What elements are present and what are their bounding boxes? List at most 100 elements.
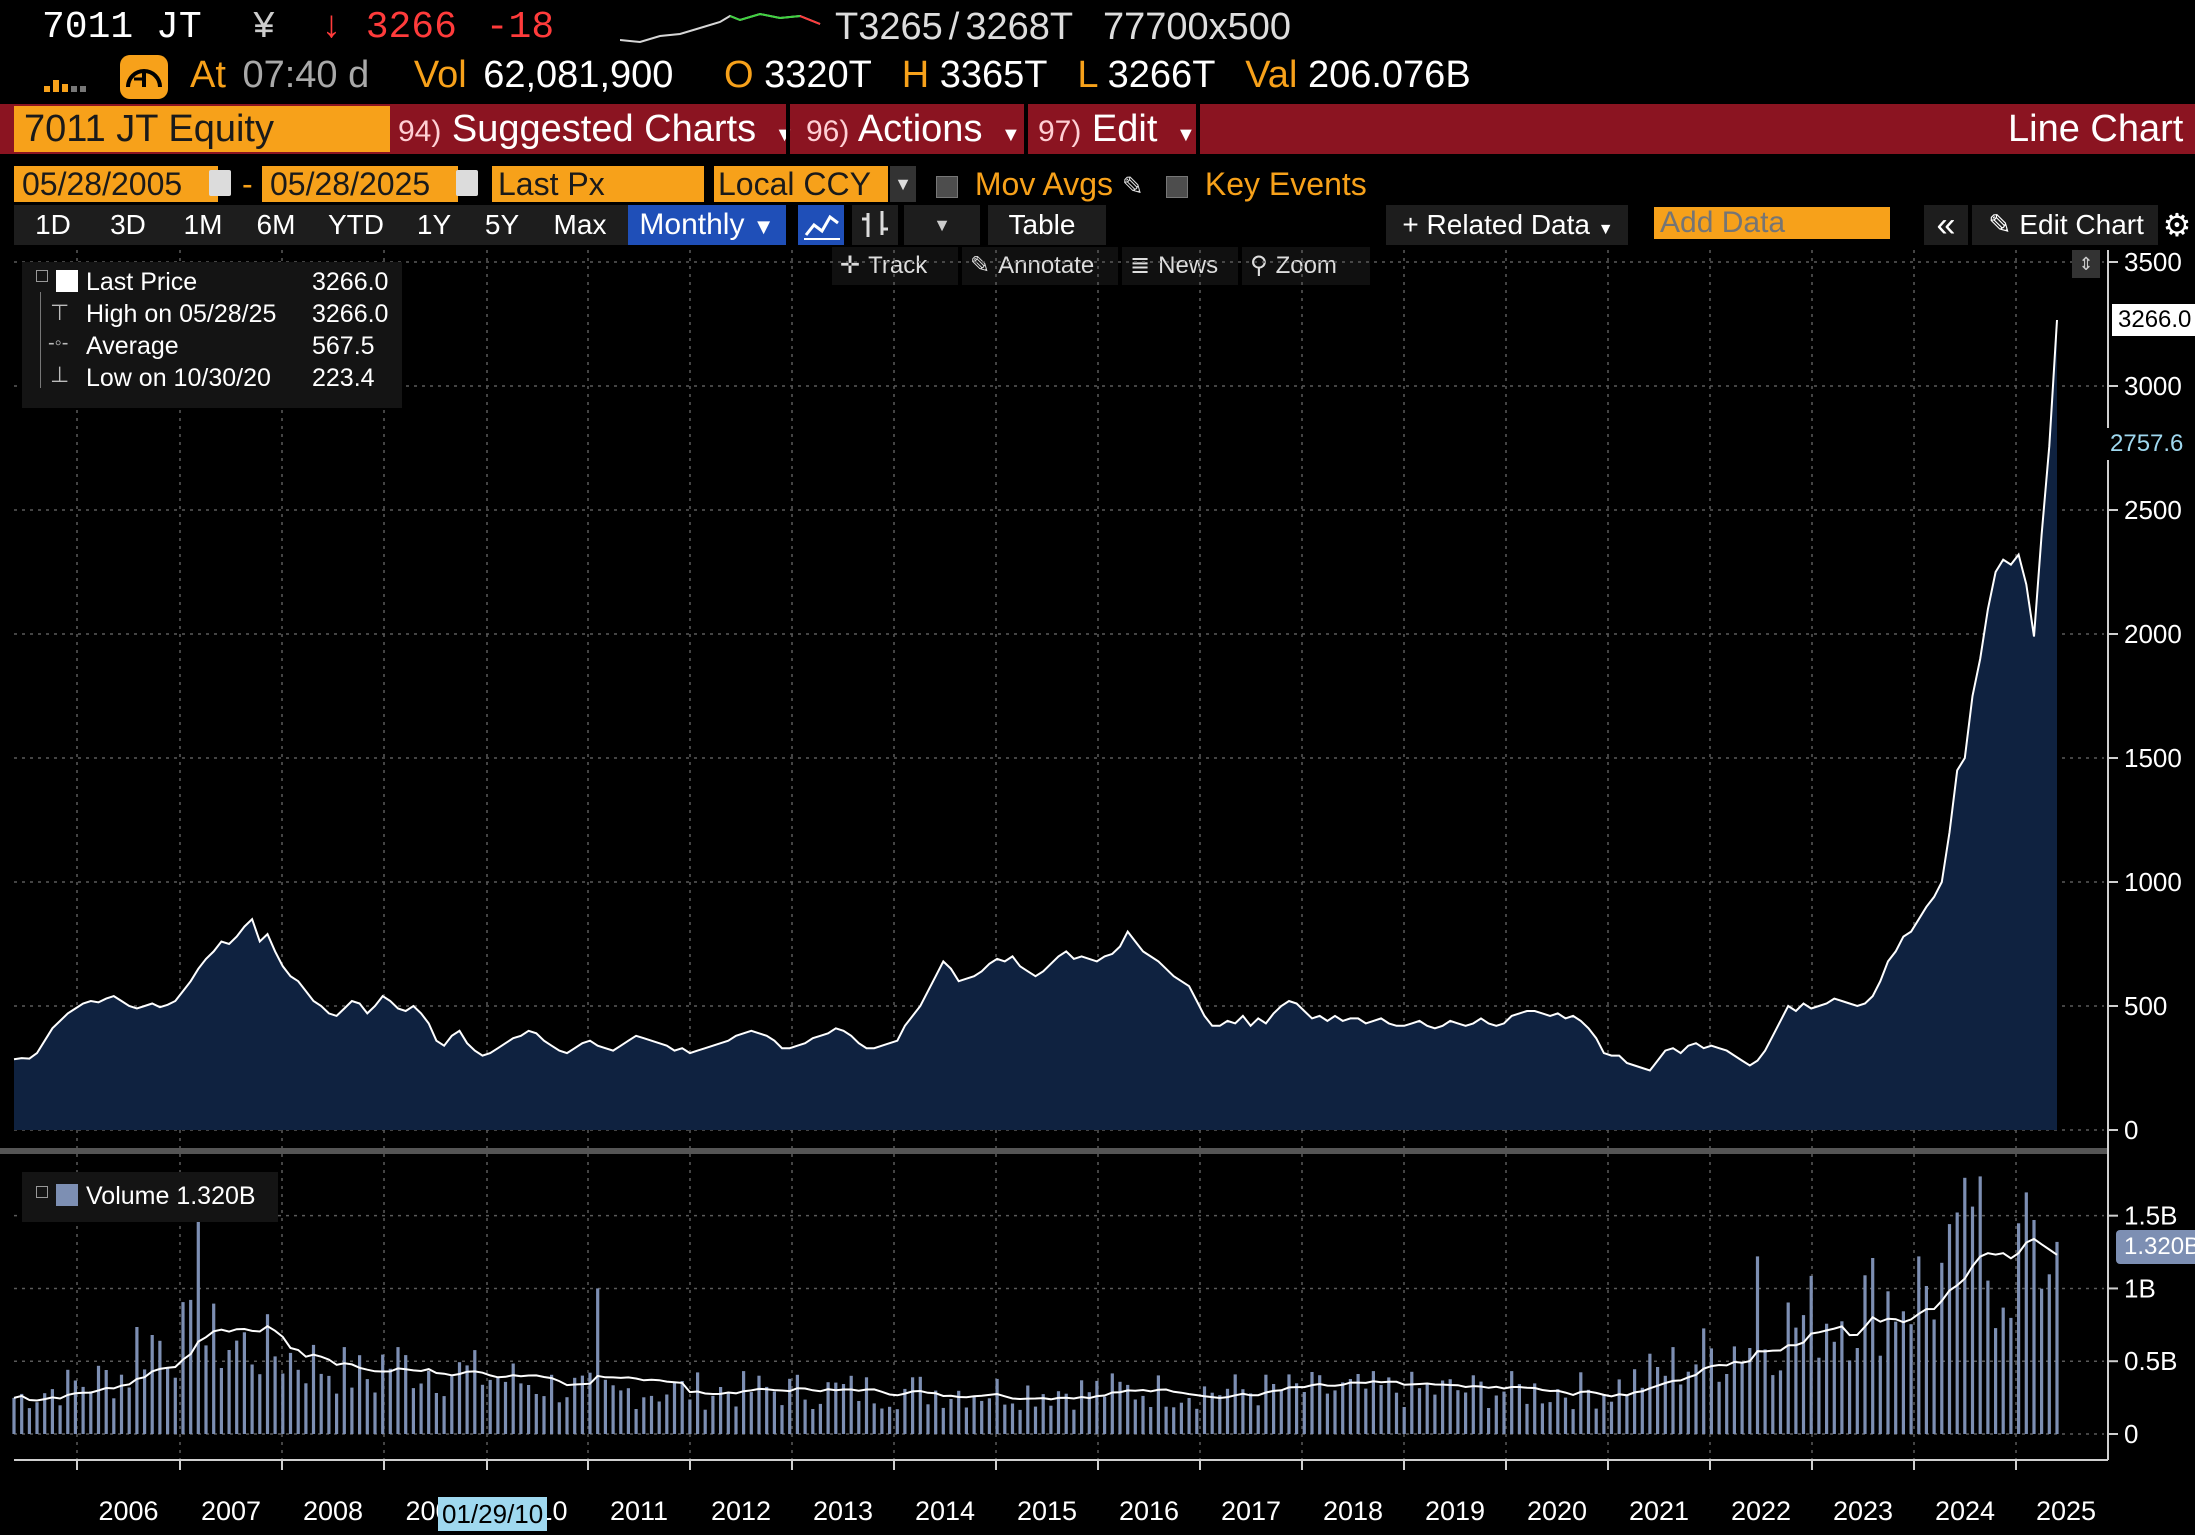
year-label: 2007 [201,1496,261,1526]
end-date-field[interactable]: 05/28/2025 [262,166,458,202]
volume-bar [1932,1319,1936,1434]
related-data-button[interactable]: + Related Data ▼ [1390,205,1626,245]
frequency-selector[interactable]: Monthly ▼ [628,205,786,245]
volume-bar [480,1384,485,1434]
high-marker-icon: ⊤ [50,300,70,325]
volume-bar [834,1382,838,1434]
volume-bar [473,1350,477,1434]
legend-value: 3266.0 [312,268,389,296]
year-label: 2022 [1731,1496,1791,1526]
volume-bar [934,1390,938,1434]
gauge-icon[interactable] [120,55,168,99]
chevron-down-icon[interactable]: ▼ [890,166,916,202]
volume-bar [442,1396,446,1434]
chevron-down-icon[interactable]: ▼ [933,215,951,235]
volume-bar [1402,1407,1406,1434]
period-1m[interactable]: 1M [183,209,223,240]
volume-value: 62,081,900 [483,54,674,96]
zoom-tool[interactable]: ⚲ Zoom [1242,247,1370,285]
volume-bar [465,1365,469,1434]
collapse-icon[interactable] [36,270,48,282]
volume-bar [1126,1384,1130,1434]
volume-bar [1256,1405,1260,1434]
volume-bar [2001,1307,2005,1434]
period-max[interactable]: Max [553,209,607,240]
quote-line: T3265/3268T 77700x500 [835,6,1291,49]
chart-style-dropdown[interactable] [904,205,980,245]
double-chevron-left-icon[interactable]: « [1936,206,1956,244]
volume-bar [1064,1393,1068,1434]
edit-chart-button[interactable]: ✎ Edit Chart [1976,205,2156,245]
menu-label: Edit [1091,108,1158,150]
ohlc-bars-icon[interactable] [852,205,898,245]
pencil-icon[interactable]: ✎ [1121,171,1144,201]
checkbox[interactable] [936,175,958,198]
open-value: 3320T [764,54,872,96]
scroll-up-down-icon[interactable]: ⇕ [2072,250,2100,278]
actions-menu[interactable]: 96) Actions ▼ [806,104,1021,154]
mov-avgs-toggle[interactable]: Mov Avgs ✎ [936,166,1144,204]
suggested-charts-menu[interactable]: 94) Suggested Charts ▼ [398,104,794,154]
volume-bar [1341,1382,1345,1434]
key-events-toggle[interactable]: Key Events [1166,166,1367,202]
volume-bar [1172,1407,1176,1434]
period-1d[interactable]: 1D [35,209,71,240]
high-label: H [901,54,930,96]
volume-bar [511,1363,515,1434]
pane-divider[interactable] [0,1148,2108,1154]
volume-bar [573,1377,577,1434]
volume-bar [1740,1363,1744,1434]
period-5y[interactable]: 5Y [484,209,520,240]
price-tick-label: 500 [2124,991,2167,1021]
year-label: 2016 [1119,1496,1179,1526]
volume-bar [358,1355,362,1434]
volume-bar [1986,1280,1990,1434]
volume-bar [1018,1409,1022,1434]
gear-icon[interactable]: ⚙ [2162,207,2192,243]
volume-bar [335,1393,339,1434]
volume-bar [404,1355,408,1434]
volume-bar [1502,1391,1506,1434]
volume-bar [1072,1409,1076,1434]
volume-bar [1994,1328,1998,1434]
calendar-icon[interactable] [456,170,478,196]
volume-bar [1763,1349,1767,1434]
volume-bar [534,1394,538,1434]
volume-bar [995,1378,999,1434]
volume-bar [311,1344,316,1434]
volume-bar [73,1380,77,1434]
news-tool[interactable]: ≣ News [1122,247,1238,285]
period-bar [14,205,628,245]
checkbox[interactable] [1166,175,1188,198]
volume-bar [903,1388,907,1434]
annotate-tool[interactable]: ✎ Annotate [962,247,1118,285]
ticker[interactable]: 7011 JT [42,6,202,49]
add-data-input[interactable] [1654,207,1890,239]
table-button-bg [988,205,1106,245]
track-tool[interactable]: ✛ Track [832,247,958,285]
start-date-field[interactable]: 05/28/2005 [14,166,218,202]
period-6m[interactable]: 6M [256,209,296,240]
volume-bar [841,1384,846,1434]
volume-tick-label: 0.5B [2124,1346,2178,1376]
volume-bar [350,1387,354,1434]
security-field[interactable]: 7011 JT Equity [14,106,390,152]
volume-bar [235,1340,239,1434]
volume-bar [2040,1288,2044,1434]
collapse-icon[interactable] [36,1186,48,1198]
line-chart-icon[interactable] [798,205,844,245]
calendar-icon[interactable] [209,170,231,196]
period-3d[interactable]: 3D [110,209,146,240]
currency-selector[interactable]: Local CCY [714,166,888,202]
field-selector[interactable]: Last Px [492,166,704,202]
table-button[interactable]: Table [1008,209,1076,240]
volume-bar [1264,1374,1268,1434]
period-1y[interactable]: 1Y [416,209,452,240]
volume-bar [1433,1394,1437,1434]
volume-bar [396,1347,400,1434]
edit-menu[interactable]: 97) Edit ▼ [1038,104,1196,154]
volume-bar [1917,1256,1921,1434]
period-ytd[interactable]: YTD [328,209,384,240]
volume-bar [2009,1317,2013,1434]
